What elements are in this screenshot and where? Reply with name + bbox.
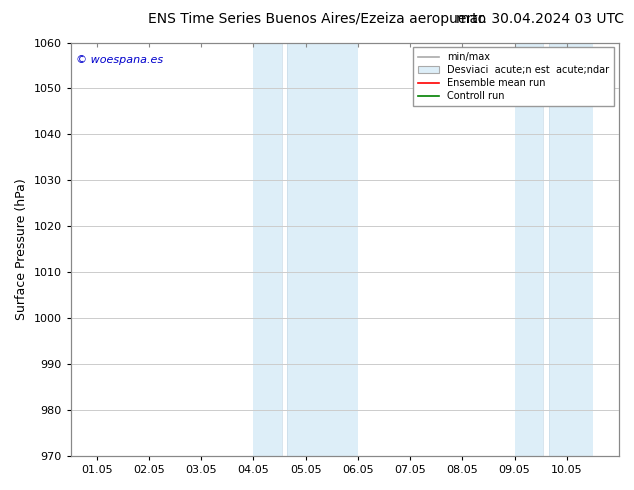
Bar (287, 43, 358, 456)
Text: mar. 30.04.2024 03 UTC: mar. 30.04.2024 03 UTC (456, 12, 624, 26)
Text: © woespana.es: © woespana.es (76, 55, 164, 65)
Y-axis label: Surface Pressure (hPa): Surface Pressure (hPa) (15, 178, 28, 320)
Bar (515, 43, 543, 456)
Text: ENS Time Series Buenos Aires/Ezeiza aeropuerto: ENS Time Series Buenos Aires/Ezeiza aero… (148, 12, 486, 26)
Bar (548, 43, 593, 456)
Legend: min/max, Desviaci  acute;n est  acute;ndar, Ensemble mean run, Controll run: min/max, Desviaci acute;n est acute;ndar… (413, 48, 614, 106)
Bar (254, 43, 282, 456)
